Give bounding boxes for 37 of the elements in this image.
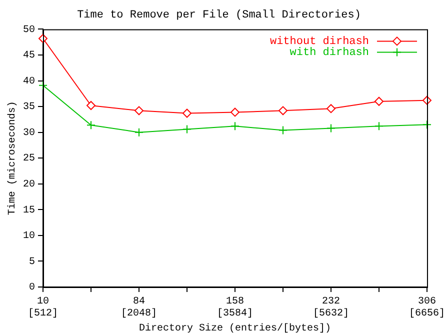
y-tick-label: 40 bbox=[22, 76, 35, 88]
point bbox=[326, 124, 336, 133]
y-tick-label: 35 bbox=[22, 102, 35, 114]
x-tick-label: 10 [512] bbox=[28, 296, 58, 320]
point bbox=[374, 122, 384, 131]
point bbox=[230, 108, 240, 117]
y-tick-label: 30 bbox=[22, 128, 35, 139]
y-tick-label: 45 bbox=[22, 50, 35, 62]
y-tick-label: 5 bbox=[28, 256, 35, 268]
point bbox=[86, 120, 96, 130]
x-tick-label: 306 [6656] bbox=[408, 296, 446, 320]
point bbox=[134, 128, 144, 137]
point bbox=[374, 96, 384, 106]
x-tick-label: 232 [5632] bbox=[312, 296, 350, 320]
point bbox=[278, 126, 288, 135]
y-tick-label: 0 bbox=[28, 282, 35, 294]
point bbox=[134, 106, 144, 116]
point bbox=[278, 106, 288, 116]
point bbox=[182, 108, 192, 118]
x-tick-label: 158 [3584] bbox=[216, 296, 254, 320]
y-tick-label: 50 bbox=[22, 24, 35, 36]
point bbox=[326, 104, 336, 114]
point bbox=[86, 101, 96, 110]
x-tick-label: 84 [2048] bbox=[120, 296, 158, 320]
x-axis-title: Directory Size (entries/[bytes]) bbox=[138, 322, 332, 335]
y-tick-label: 25 bbox=[22, 154, 35, 165]
y-tick-label: 10 bbox=[22, 231, 35, 242]
point bbox=[38, 80, 48, 90]
point bbox=[230, 122, 240, 131]
legend-label: without dirhash bbox=[270, 36, 369, 48]
y-tick-label: 15 bbox=[22, 205, 35, 216]
point bbox=[422, 120, 432, 130]
point bbox=[182, 124, 192, 134]
y-axis-title: Time (microseconds) bbox=[6, 101, 19, 216]
y-tick-label: 20 bbox=[22, 180, 35, 191]
chart-title: Time to Remove per File (Small Directories) bbox=[77, 10, 361, 22]
legend-label: with dirhash bbox=[290, 47, 369, 60]
